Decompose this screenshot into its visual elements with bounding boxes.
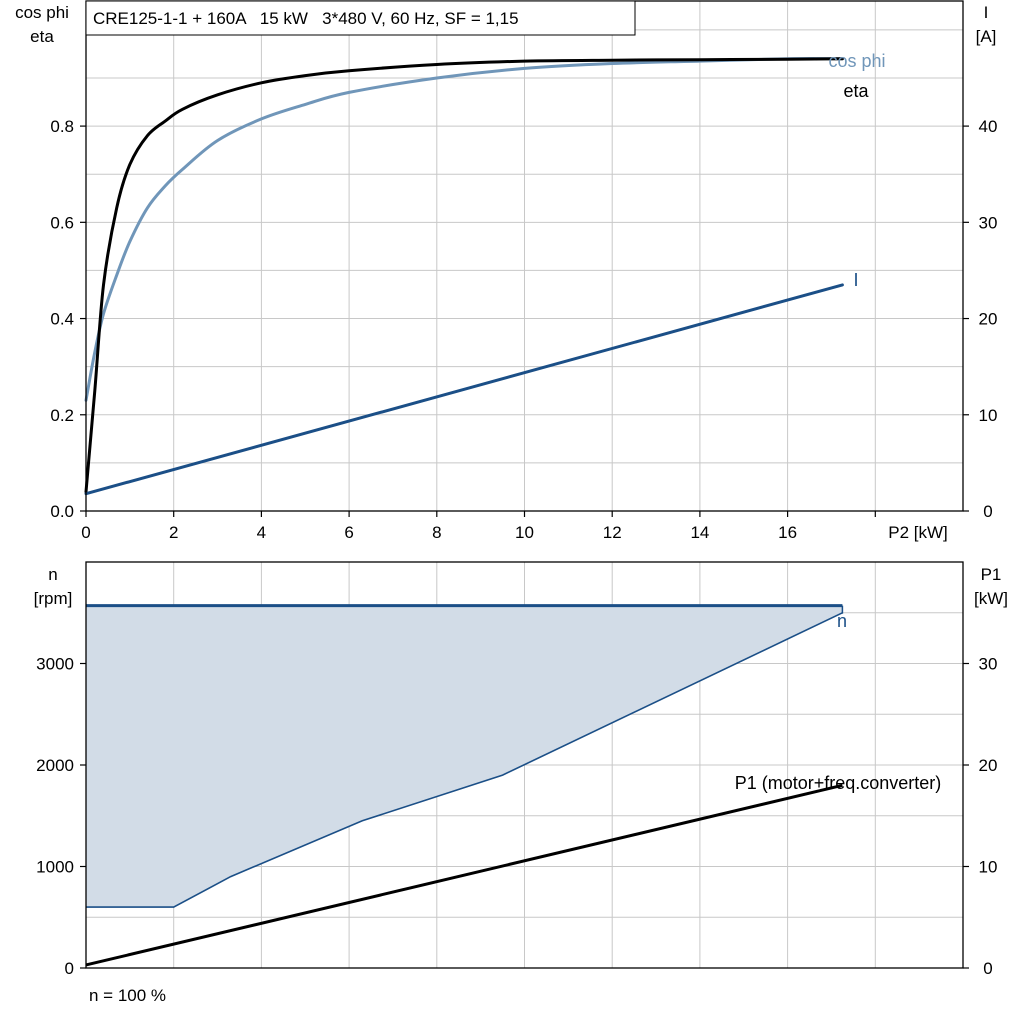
y-tick-label-left: 2000 <box>36 756 74 775</box>
x-tick-label: 0 <box>81 523 90 542</box>
series-line-eta <box>84 57 844 494</box>
series-line-cos-phi <box>84 57 844 402</box>
bottom-right-axis-label-2: [kW] <box>974 589 1008 608</box>
y-tick-label-left: 0.2 <box>50 406 74 425</box>
x-tick-label: 6 <box>344 523 353 542</box>
bottom-left-axis-label-2: [rpm] <box>34 589 73 608</box>
x-tick-label: 12 <box>603 523 622 542</box>
bottom-series <box>85 604 844 967</box>
series-label-eta: eta <box>843 81 869 101</box>
x-tick-label: 14 <box>690 523 709 542</box>
bottom-left-axis-label-1: n <box>48 565 57 584</box>
y-tick-label-left: 0.4 <box>50 310 74 329</box>
x-axis-label: P2 [kW] <box>888 523 948 542</box>
x-tick-label: 4 <box>257 523 266 542</box>
y-tick-label-right: 0 <box>983 959 992 978</box>
series-label-i: I <box>853 270 858 290</box>
y-tick-label-left: 1000 <box>36 858 74 877</box>
top-ticks: 0.0 0.2 0.4 0.6 0.8 0 10 20 30 40 <box>50 117 997 521</box>
y-tick-label-left: 0.0 <box>50 502 74 521</box>
x-tick-label: 8 <box>432 523 441 542</box>
chart-title: CRE125-1-1 + 160A 15 kW 3*480 V, 60 Hz, … <box>93 9 519 28</box>
x-tick-label: 10 <box>515 523 534 542</box>
top-series <box>84 57 844 496</box>
series-label-n: n <box>837 611 847 631</box>
top-right-axis-label-1: I <box>984 3 989 22</box>
top-left-axis-label-1: cos phi <box>15 3 69 22</box>
series-label-p1: P1 (motor+freq.converter) <box>735 773 942 793</box>
y-tick-label-right: 30 <box>979 655 998 674</box>
footer-note: n = 100 % <box>89 986 166 1005</box>
y-tick-label-right: 10 <box>979 406 998 425</box>
top-right-axis-label-2: [A] <box>976 27 997 46</box>
y-tick-label-right: 0 <box>983 502 992 521</box>
bottom-ticks: 0 1000 2000 3000 0 10 20 30 <box>36 655 997 979</box>
top-panel: 0.0 0.2 0.4 0.6 0.8 0 10 20 30 40 0 2 4 6 8 10 12 14 16 C… <box>15 0 997 542</box>
y-tick-label-right: 20 <box>979 310 998 329</box>
top-left-axis-label-2: eta <box>30 27 54 46</box>
y-tick-label-left: 3000 <box>36 655 74 674</box>
speed-range-area <box>86 605 843 908</box>
y-tick-label-right: 20 <box>979 756 998 775</box>
x-tick-label: 2 <box>169 523 178 542</box>
bottom-panel: 0 1000 2000 3000 0 10 20 30 n [rpm] P1 [kW] n P… <box>34 561 1008 1005</box>
series-label-cos-phi: cos phi <box>828 51 885 71</box>
y-tick-label-left: 0.8 <box>50 117 74 136</box>
y-tick-label-left: 0 <box>65 959 74 978</box>
series-line-i <box>84 283 844 496</box>
y-tick-label-right: 30 <box>979 213 998 232</box>
y-tick-label-right: 10 <box>979 858 998 877</box>
title-box <box>85 0 636 36</box>
top-x-ticks: 0 2 4 6 8 10 12 14 16 <box>81 511 876 542</box>
top-grid <box>86 1 963 511</box>
series-line-p1 <box>85 783 843 967</box>
series-line-min-speed <box>86 612 843 908</box>
y-tick-label-left: 0.6 <box>50 213 74 232</box>
x-tick-label: 16 <box>778 523 797 542</box>
bottom-right-axis-label-1: P1 <box>981 565 1002 584</box>
y-tick-label-right: 40 <box>979 117 998 136</box>
